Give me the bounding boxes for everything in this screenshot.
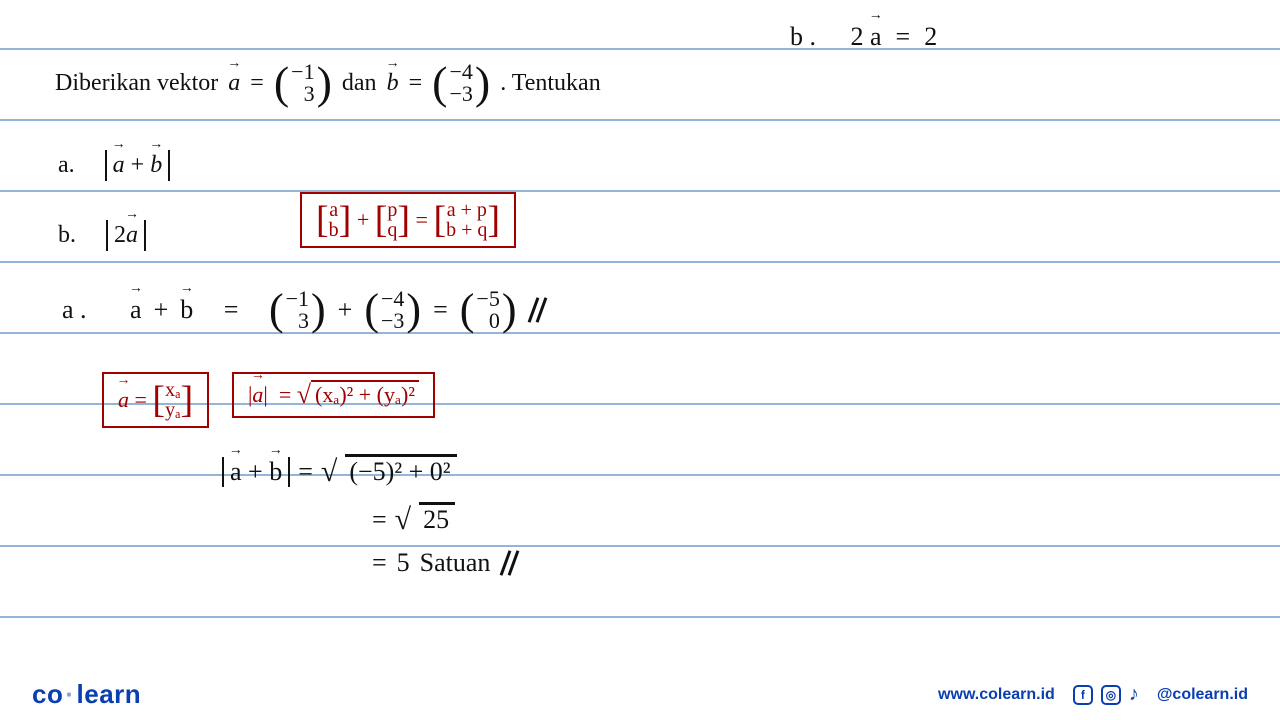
vector-b: ( −4 −3 ) — [432, 60, 490, 106]
eq: = — [279, 382, 291, 408]
wm-5: 5 — [397, 548, 410, 578]
side-label: b . — [790, 22, 816, 52]
eq: = — [896, 22, 911, 52]
brand-right: learn — [77, 679, 142, 709]
c1t: −1 — [286, 288, 309, 310]
double-slash-icon — [528, 297, 550, 323]
eq: = — [372, 505, 387, 535]
footer: co·learn www.colearn.id f ◎ ♪ @colearn.i… — [0, 679, 1280, 710]
res-top: −5 — [476, 288, 499, 310]
c2b: −3 — [381, 310, 404, 332]
vec-def-lhs: a — [118, 387, 129, 413]
eq: = — [135, 387, 147, 413]
wm-inside: (−5)² + 0² — [345, 454, 456, 489]
eq: = — [372, 548, 387, 578]
eq: = — [416, 207, 428, 233]
add-r1: p — [387, 200, 397, 220]
vec-b-symbol: b — [387, 70, 399, 97]
add-s1: a + p — [447, 200, 487, 220]
eq: = — [224, 295, 239, 325]
brand-left: co — [32, 679, 63, 709]
work-a-result: ( −5 0 ) — [460, 288, 517, 332]
work-a-veca: a — [130, 295, 142, 325]
xa: xₐ — [165, 380, 180, 400]
mag-rad: (xₐ)² + (yₐ)² — [311, 380, 419, 410]
add-l2: b — [329, 220, 339, 240]
eq: = — [409, 70, 423, 97]
problem-lead: Diberikan vektor — [55, 70, 218, 97]
wm-b: b — [269, 457, 282, 487]
side-val: 2 — [924, 22, 937, 52]
ya: yₐ — [165, 400, 180, 420]
vec-a-symbol: a — [228, 70, 240, 97]
eq: = — [433, 295, 448, 325]
a-bot: 3 — [304, 83, 315, 105]
part-b-expr: 2a — [106, 220, 146, 251]
eq: = — [250, 70, 264, 97]
part-b-label: b. — [58, 222, 76, 248]
facebook-icon: f — [1073, 685, 1093, 705]
work-mag-lhs: a + b — [222, 457, 290, 487]
plus: + — [338, 295, 353, 325]
part-a-expr: a + b — [105, 150, 171, 181]
work-a-col1: ( −1 3 ) — [269, 288, 326, 332]
add-l1: a — [329, 200, 338, 220]
formula-vector-def: a = [ xₐ yₐ ] — [102, 372, 209, 428]
wm-a: a — [230, 457, 242, 487]
vector-a: ( −1 3 ) — [274, 60, 332, 106]
add-r2: q — [387, 220, 397, 240]
work-a-vecb: b — [180, 295, 193, 325]
work-a-label: a . — [62, 295, 87, 325]
formula-vector-addition: [ ab ] + [ pq ] = [ a + pb + q ] — [300, 192, 516, 248]
footer-handle: @colearn.id — [1157, 686, 1248, 704]
plus: + — [357, 207, 369, 233]
c2t: −4 — [381, 288, 404, 310]
tiktok-icon: ♪ — [1129, 683, 1139, 706]
expr-a: a — [113, 150, 125, 181]
problem-conj: dan — [342, 70, 377, 97]
plus: + — [248, 457, 263, 486]
footer-url: www.colearn.id — [938, 686, 1055, 704]
b-top: −4 — [449, 61, 472, 83]
res-bot: 0 — [489, 310, 500, 332]
wm-25: 25 — [419, 502, 455, 537]
instagram-icon: ◎ — [1101, 685, 1121, 705]
c1b: 3 — [298, 310, 309, 332]
formula-magnitude: |a| = √ (xₐ)² + (yₐ)² — [232, 372, 435, 418]
plus: + — [154, 295, 169, 325]
eq: = — [298, 457, 313, 487]
add-s2: b + q — [446, 220, 487, 240]
wm-unit: Satuan — [420, 548, 491, 578]
problem-trail: . Tentukan — [500, 70, 601, 97]
a-top: −1 — [291, 61, 314, 83]
brand-logo: co·learn — [32, 679, 141, 710]
side-expr: 2 a — [851, 22, 882, 52]
part-a-label: a. — [58, 152, 75, 178]
plus: + — [131, 152, 145, 178]
social-icons: f ◎ ♪ — [1073, 683, 1139, 706]
double-slash-icon — [500, 550, 522, 576]
b-bot: −3 — [449, 83, 472, 105]
work-a-col2: ( −4 −3 ) — [364, 288, 421, 332]
expr-b: b — [150, 150, 162, 181]
